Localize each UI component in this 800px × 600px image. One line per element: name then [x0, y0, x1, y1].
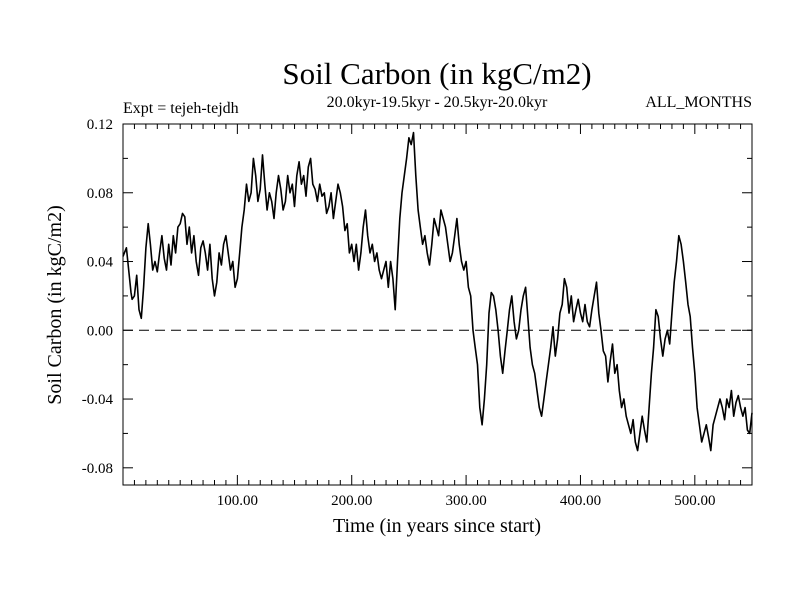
- x-tick-label: 400.00: [560, 493, 601, 509]
- experiment-label: Expt = tejeh-tejdh: [123, 100, 239, 117]
- y-tick-label: 0.08: [87, 186, 113, 202]
- y-tick-label: -0.08: [82, 461, 113, 477]
- x-tick-label: 300.00: [445, 493, 486, 509]
- x-tick-label: 100.00: [217, 493, 258, 509]
- chart-subtitle: 20.0kyr-19.5kyr - 20.5kyr-20.0kyr: [327, 94, 548, 111]
- y-tick-label: 0.00: [87, 323, 113, 339]
- y-tick-label: 0.12: [87, 117, 113, 133]
- x-axis-label: Time (in years since start): [333, 515, 541, 537]
- chart-title: Soil Carbon (in kgC/m2): [282, 56, 591, 91]
- y-axis-label: Soil Carbon (in kgC/m2): [44, 205, 66, 404]
- x-tick-label: 200.00: [331, 493, 372, 509]
- y-tick-label: 0.04: [87, 255, 114, 271]
- x-tick-label: 500.00: [674, 493, 715, 509]
- plot-frame: [122, 123, 753, 486]
- soil-carbon-series-line: [122, 131, 753, 452]
- y-tick-label: -0.04: [82, 392, 114, 408]
- plot-area: 100.00 200.00 300.00 400.00 500.00 -0.08 -0.04…: [82, 117, 753, 509]
- months-label: ALL_MONTHS: [645, 94, 752, 111]
